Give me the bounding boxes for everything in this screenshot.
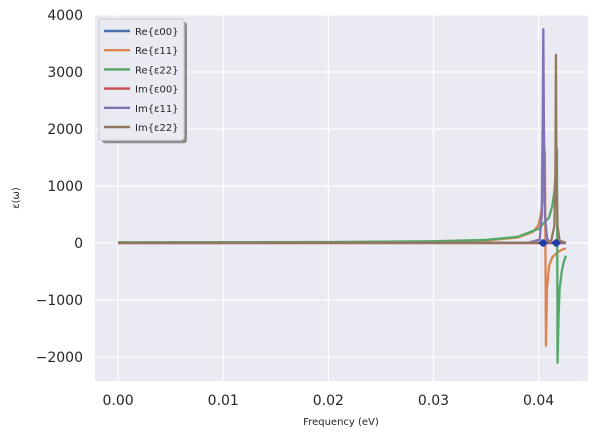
marker-layer xyxy=(538,239,561,248)
legend: Re{ε00} Re{ε11} Re{ε22} Im{ε00} Im{ε11} Im{ε2… xyxy=(98,18,187,144)
data-marker xyxy=(539,239,548,248)
x-tick-label: 0.04 xyxy=(523,393,554,409)
y-axis-label: ε(ω) xyxy=(11,187,22,209)
data-marker xyxy=(552,239,561,248)
legend-label: Re{ε22} xyxy=(135,65,179,76)
series-line xyxy=(118,28,566,245)
x-tick-label: 0.03 xyxy=(418,393,449,409)
legend-label: Re{ε11} xyxy=(135,46,179,57)
y-tick-label: 4000 xyxy=(47,8,83,24)
y-tick-label: −2000 xyxy=(36,350,83,366)
legend-label: Im{ε11} xyxy=(135,104,179,115)
x-tick-label: 0.01 xyxy=(208,393,239,409)
x-axis-label: Frequency (eV) xyxy=(303,417,379,428)
legend-label: Im{ε22} xyxy=(135,123,179,134)
y-tick-label: 0 xyxy=(74,236,83,252)
y-tick-labels: −2000 −1000 0 1000 2000 3000 4000 xyxy=(36,8,83,366)
legend-label: Im{ε00} xyxy=(135,85,179,96)
x-tick-label: 0.00 xyxy=(103,393,134,409)
y-tick-label: −1000 xyxy=(36,293,83,309)
x-tick-labels: 0.00 0.01 0.02 0.03 0.04 xyxy=(103,393,555,409)
legend-label: Re{ε00} xyxy=(135,27,179,38)
y-tick-label: 1000 xyxy=(47,179,83,195)
y-tick-label: 3000 xyxy=(47,65,83,81)
x-tick-label: 0.02 xyxy=(313,393,344,409)
y-tick-label: 2000 xyxy=(47,122,83,138)
